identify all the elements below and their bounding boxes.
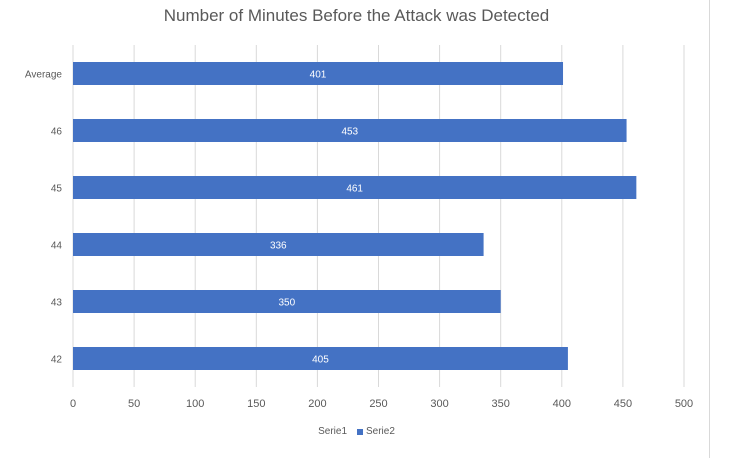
legend-label-serie2: Serie2 (366, 426, 395, 437)
chart-title: Number of Minutes Before the Attack was … (163, 6, 550, 25)
x-tick-label: 350 (492, 398, 510, 410)
data-label: 461 (346, 184, 363, 195)
y-category-label: 43 (51, 298, 63, 309)
y-category-label: 42 (51, 355, 63, 366)
x-tick-label: 300 (430, 398, 448, 410)
legend-label-serie1: Serie1 (318, 426, 347, 437)
x-tick-label: 50 (128, 398, 140, 410)
data-label: 405 (312, 355, 329, 366)
x-tick-label: 500 (675, 398, 693, 410)
legend-item-serie2: Serie2 (357, 426, 395, 437)
legend-swatch-serie2 (357, 428, 363, 435)
bar (73, 290, 501, 313)
x-tick-label: 250 (369, 398, 387, 410)
x-tick-label: 200 (308, 398, 326, 410)
chart-border (709, 0, 710, 458)
bar (73, 62, 564, 85)
x-tick-label: 400 (553, 398, 571, 410)
x-tick-label: 450 (614, 398, 632, 410)
x-tick-label: 100 (186, 398, 204, 410)
y-category-label: Average (25, 70, 63, 81)
data-label: 336 (270, 241, 287, 252)
data-label: 453 (341, 127, 358, 138)
chart-legend: Serie1 Serie2 (0, 426, 713, 437)
bar (73, 176, 637, 199)
x-tick-label: 150 (247, 398, 265, 410)
x-tick-label: 0 (70, 398, 76, 410)
y-category-label: 44 (51, 241, 63, 252)
data-label: 350 (279, 298, 296, 309)
data-label: 401 (310, 70, 327, 81)
bar (73, 119, 627, 142)
bar (73, 347, 568, 370)
bar (73, 233, 484, 256)
legend-item-serie1: Serie1 (318, 426, 347, 437)
y-category-label: 45 (51, 184, 63, 195)
y-category-label: 46 (51, 127, 63, 138)
